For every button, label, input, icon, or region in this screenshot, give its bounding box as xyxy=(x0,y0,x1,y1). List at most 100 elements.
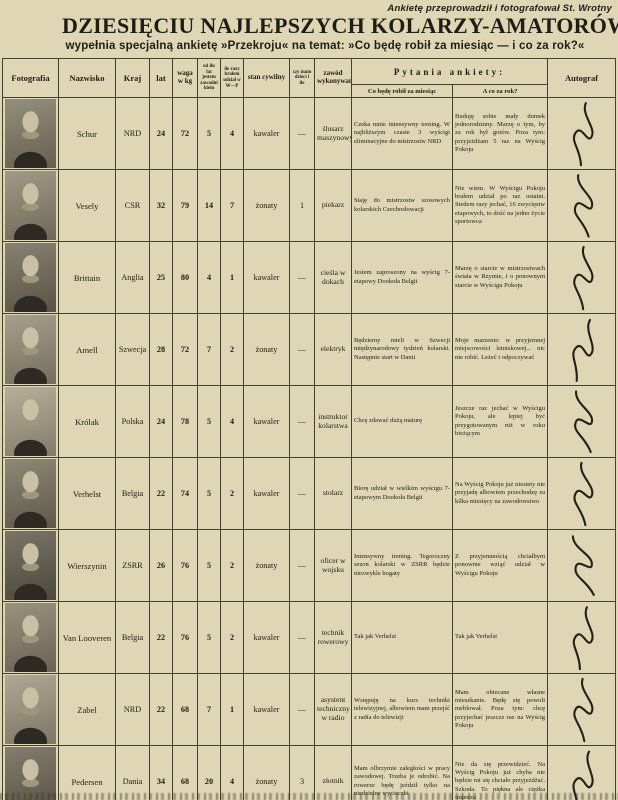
cyclist-photo xyxy=(5,459,56,528)
answer-month-text: Jestem zaproszony na wyścig 7-etapowy Do… xyxy=(354,269,450,285)
cyclist-row: Pedersen Dania 34 68 20 4 żonaty 3 złotnik Mam ol… xyxy=(2,745,617,800)
answer-month-cell: Czeka mnie intensywny trening. W najbliż… xyxy=(351,97,453,170)
bottom-cutoff-text-strip xyxy=(0,793,618,800)
answer-month-text: Staję do mistrzostw szosowych kolarskich… xyxy=(354,197,450,213)
answer-year-text: Z przyjemnością chciałbym ponownie wziąć… xyxy=(455,553,546,577)
col-header-autograf: Autograf xyxy=(547,58,617,98)
surname-cell: Verhelst xyxy=(58,457,116,530)
answer-year-cell: Moje marzenie: w przyjemnej miejscowości… xyxy=(451,313,549,386)
profession-cell: instruktor kolarstwa xyxy=(314,385,352,458)
autograph-signature-icon xyxy=(550,243,613,312)
marital-status-cell: kawaler xyxy=(243,457,290,530)
weight-cell: 72 xyxy=(172,313,198,386)
surname-cell: Zabel xyxy=(58,673,116,746)
country-cell: Szwecja xyxy=(115,313,150,386)
autograph-signature-icon xyxy=(550,459,613,528)
cyclist-row: Vesely CSR 32 79 14 7 żonaty 1 piekarz Staję do m… xyxy=(2,169,617,242)
table-header: Fotografia Nazwisko Kraj lat waga w kg o… xyxy=(2,58,617,98)
years-competing-cell: 5 xyxy=(197,457,221,530)
age-cell: 22 xyxy=(149,673,173,746)
profession-cell: złotnik xyxy=(314,745,352,800)
profession-cell: stolarz xyxy=(314,457,352,530)
col-header-fotografia: Fotografia xyxy=(2,58,59,98)
answer-month-cell: Intensywny trening. Tegoroczny sezon kol… xyxy=(351,529,453,602)
country-cell: NRD xyxy=(115,673,150,746)
autograph-cell xyxy=(547,601,617,674)
children-cell: — xyxy=(289,673,315,746)
answer-year-cell: Tak jak Verhelst xyxy=(451,601,549,674)
weight-cell: 79 xyxy=(172,169,198,242)
marital-status-cell: kawaler xyxy=(243,673,290,746)
wp-starts-cell: 4 xyxy=(220,745,244,800)
country-cell: Belgia xyxy=(115,457,150,530)
years-competing-cell: 5 xyxy=(197,385,221,458)
surname-cell: Amell xyxy=(58,313,116,386)
page-title: DZIESIĘCIU NAJLEPSZYCH KOLARZY-AMATORÓW … xyxy=(62,13,618,38)
col-header-od-ilu-lat: od ilu lat jestem zawodnikiem xyxy=(197,58,221,98)
age-cell: 32 xyxy=(149,169,173,242)
profession-cell: piekarz xyxy=(314,169,352,242)
marital-status-cell: żonaty xyxy=(243,169,290,242)
answer-month-cell: Biorę udział w wielkim wyścigu 7-etapowy… xyxy=(351,457,453,530)
age-cell: 22 xyxy=(149,601,173,674)
col-header-ile-razy-wp: ile razy brałem udział w W—P xyxy=(220,58,244,98)
cyclist-photo xyxy=(5,315,56,384)
surname-cell: Wierszynin xyxy=(58,529,116,602)
col-header-zawod: zawód wykonywany xyxy=(314,58,352,98)
years-competing-cell: 7 xyxy=(197,673,221,746)
answer-month-text: Chcę zdawać dużą maturę xyxy=(354,417,423,425)
answer-year-text: Jeszcze raz jechać w Wyścigu Pokoju, ale… xyxy=(455,404,546,437)
age-cell: 26 xyxy=(149,529,173,602)
cyclist-row: Królak Polska 24 78 5 4 kawaler — instruktor kol… xyxy=(2,385,617,458)
photo-cell xyxy=(2,385,59,458)
country-cell: Polska xyxy=(115,385,150,458)
country-cell: Belgia xyxy=(115,601,150,674)
country-cell: Dania xyxy=(115,745,150,800)
weight-cell: 76 xyxy=(172,601,198,674)
age-cell: 28 xyxy=(149,313,173,386)
cyclist-photo xyxy=(5,243,56,312)
years-competing-cell: 5 xyxy=(197,601,221,674)
cyclist-photo xyxy=(5,387,56,456)
country-cell: Anglia xyxy=(115,241,150,314)
autograph-cell xyxy=(547,169,617,242)
cyclist-row: Van Looveren Belgia 22 76 5 2 kawaler — technik … xyxy=(2,601,617,674)
photo-cell xyxy=(2,97,59,170)
answer-year-cell: Na Wyścig Pokoju już niestety nie przyja… xyxy=(451,457,549,530)
surname-cell: Schur xyxy=(58,97,116,170)
answer-year-text: Mam obiecane własne mieszkanie. Będę się… xyxy=(455,688,546,729)
profession-cell: cieśla w dokach xyxy=(314,241,352,314)
children-cell: — xyxy=(289,97,315,170)
answer-month-text: Biorę udział w wielkim wyścigu 7-etapowy… xyxy=(354,485,450,501)
col-header-pytania-ankiety: Pytania ankiety: xyxy=(350,58,549,85)
weight-cell: 68 xyxy=(172,745,198,800)
autograph-signature-icon xyxy=(550,675,613,744)
answer-month-cell: Będziemy mieli w Szwecji międzynarodowy … xyxy=(351,313,453,386)
wp-starts-cell: 1 xyxy=(220,241,244,314)
autograph-cell xyxy=(547,745,617,800)
marital-status-cell: kawaler xyxy=(243,385,290,458)
cyclist-photo xyxy=(5,99,56,168)
photo-cell xyxy=(2,673,59,746)
age-cell: 34 xyxy=(149,745,173,800)
answer-month-cell: Tak jak Verhelst xyxy=(351,601,453,674)
profession-cell: elektryk xyxy=(314,313,352,386)
age-cell: 24 xyxy=(149,385,173,458)
wp-starts-cell: 2 xyxy=(220,457,244,530)
answer-year-text: Moje marzenie: w przyjemnej miejscowości… xyxy=(455,337,546,361)
surname-cell: Van Looveren xyxy=(58,601,116,674)
marital-status-cell: kawaler xyxy=(243,601,290,674)
weight-cell: 72 xyxy=(172,97,198,170)
answer-month-text: Wstępuję na kurs techniki telewizyjnej, … xyxy=(354,697,450,721)
answer-month-text: Będziemy mieli w Szwecji międzynarodowy … xyxy=(354,337,450,361)
autograph-signature-icon xyxy=(550,747,613,800)
profession-cell: technik rowerowy xyxy=(314,601,352,674)
autograph-cell xyxy=(547,97,617,170)
cyclist-row: Brittain Anglia 25 80 4 1 kawaler — cieśla w dok… xyxy=(2,241,617,314)
children-cell: — xyxy=(289,457,315,530)
children-cell: 1 xyxy=(289,169,315,242)
answer-year-cell: Jeszcze raz jechać w Wyścigu Pokoju, ale… xyxy=(451,385,549,458)
col-header-stan-cywilny: stan cywilny xyxy=(243,58,290,98)
weight-cell: 80 xyxy=(172,241,198,314)
